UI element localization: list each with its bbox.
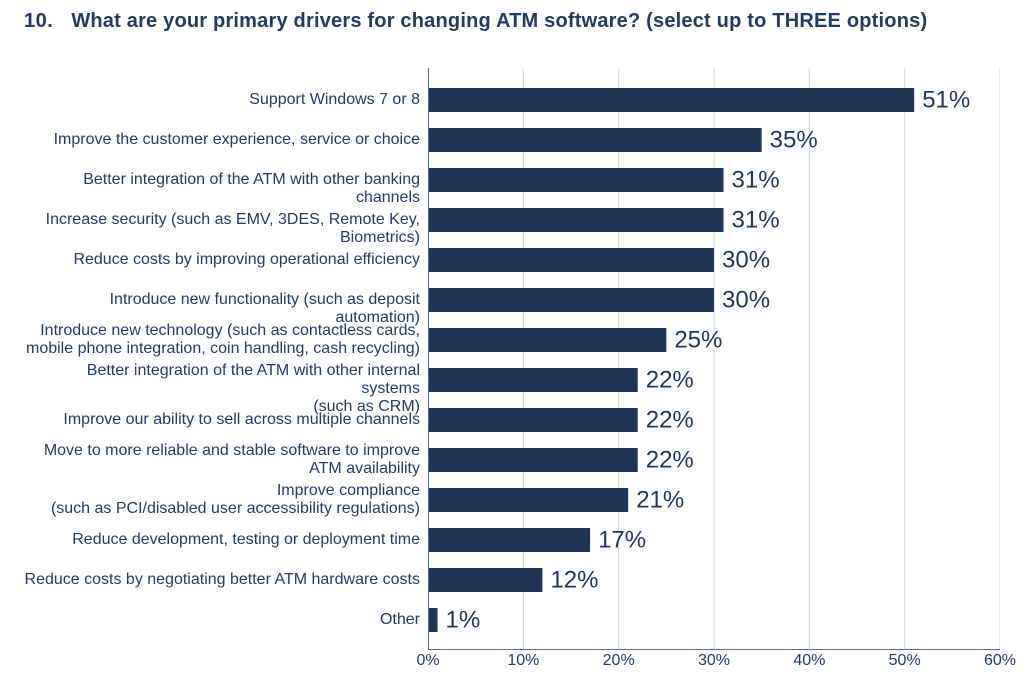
bar-value-label: 22% (646, 406, 694, 433)
bar-value-label: 1% (446, 606, 481, 633)
y-axis-label: Improve compliance(such as PCI/disabled … (24, 482, 420, 519)
bar (428, 88, 914, 112)
y-axis-label: Improve our ability to sell across multi… (24, 411, 420, 429)
bar (428, 488, 628, 512)
bar (428, 408, 638, 432)
bar-value-label: 17% (598, 526, 646, 553)
gridlines (428, 68, 1000, 650)
x-axis-tick-label: 0% (416, 652, 439, 670)
x-axis-tick-label: 60% (984, 652, 1016, 670)
y-axis-labels: Support Windows 7 or 8 Improve the custom… (24, 68, 420, 650)
bar (428, 128, 762, 152)
bar-value-label: 21% (636, 486, 684, 513)
y-axis-label: Better integration of the ATM with other… (24, 171, 420, 208)
bar-value-label: 25% (674, 326, 722, 353)
plot-area: 51%35%31%31%30%30%25%22%22%22%21%17%12%1… (428, 68, 1000, 650)
x-axis-tick-label: 50% (889, 652, 921, 670)
bar (428, 528, 590, 552)
y-axis-label: Reduce development, testing or deploymen… (24, 531, 420, 549)
bar (428, 368, 638, 392)
y-axis-label: Reduce costs by negotiating better ATM h… (24, 571, 420, 589)
y-axis-label: Support Windows 7 or 8 (24, 91, 420, 109)
bar (428, 608, 438, 632)
x-axis-ticks: 0%10%20%30%40%50%60% (428, 652, 1000, 672)
bar-value-label: 30% (722, 286, 770, 313)
bar-value-label: 31% (732, 166, 780, 193)
y-axis-label: Increase security (such as EMV, 3DES, Re… (24, 211, 420, 248)
y-axis-label: Improve the customer experience, service… (24, 131, 420, 149)
question-title: 10. What are your primary drivers for ch… (24, 10, 1000, 33)
y-axis-label: Reduce costs by improving operational ef… (24, 251, 420, 269)
bar-value-label: 12% (550, 566, 598, 593)
bar (428, 568, 542, 592)
bar-value-label: 30% (722, 246, 770, 273)
bar-value-label: 35% (770, 126, 818, 153)
question-number: 10. (24, 10, 53, 33)
bar (428, 208, 724, 232)
bar-value-label: 22% (646, 366, 694, 393)
y-axis-label: Other (24, 611, 420, 629)
bar-value-label: 51% (922, 86, 970, 113)
x-axis-tick-label: 10% (507, 652, 539, 670)
bar (428, 448, 638, 472)
question-text: What are your primary drivers for changi… (71, 10, 927, 33)
x-axis-tick-label: 20% (603, 652, 635, 670)
y-axis-label: Move to more reliable and stable softwar… (24, 442, 420, 479)
y-axis-label: Better integration of the ATM with other… (24, 362, 420, 417)
bar (428, 328, 666, 352)
bar-value-label: 22% (646, 446, 694, 473)
bar (428, 168, 724, 192)
bars (428, 88, 914, 632)
bar (428, 288, 714, 312)
y-axis-label: Introduce new technology (such as contac… (24, 322, 420, 359)
bar-value-label: 31% (732, 206, 780, 233)
x-axis-tick-label: 30% (698, 652, 730, 670)
bar-chart: Support Windows 7 or 8 Improve the custom… (24, 68, 1000, 668)
x-axis-tick-label: 40% (793, 652, 825, 670)
bar (428, 248, 714, 272)
page: 10. What are your primary drivers for ch… (0, 0, 1024, 687)
